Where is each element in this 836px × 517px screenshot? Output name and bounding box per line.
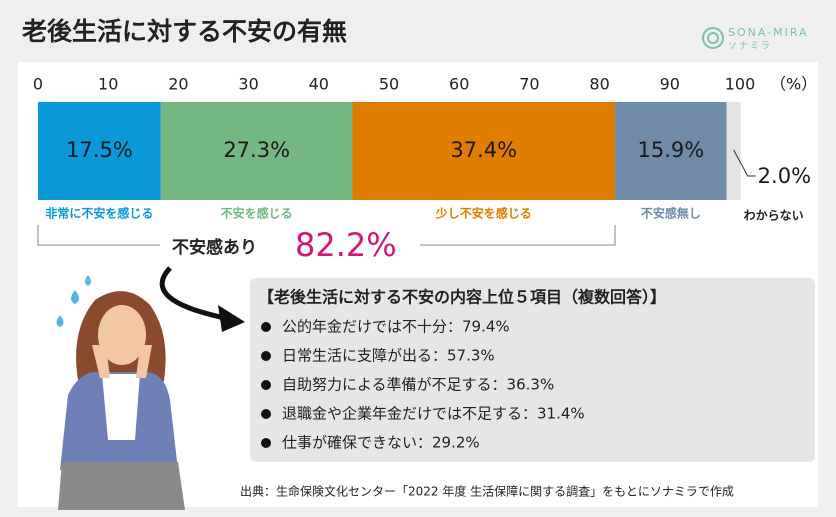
chart-title: 老後生活に対する不安の有無 <box>22 17 347 46</box>
face <box>98 305 146 365</box>
bar-segment <box>352 102 616 200</box>
legend-label: 少し不安を感じる <box>435 206 532 221</box>
value-label: 2.0% <box>758 164 811 188</box>
leader-line <box>733 149 756 177</box>
bullet <box>261 322 271 332</box>
logo: SONA-MIRA ソナミラ <box>702 26 809 52</box>
hand <box>136 345 152 378</box>
sweat-drop <box>56 315 64 327</box>
bullet <box>261 438 271 448</box>
bar-segment <box>38 102 161 200</box>
sweat-drop <box>85 275 91 286</box>
box-title: 【老後生活に対する不安の内容上位５項目（複数回答）】 <box>258 288 666 307</box>
x-tick-label: 80 <box>589 75 609 94</box>
x-axis-label: （%） <box>770 75 817 94</box>
value-label: 15.9% <box>637 138 704 162</box>
bullet <box>261 380 271 390</box>
x-tick-label: 60 <box>449 75 469 94</box>
reason-box <box>250 278 815 462</box>
x-tick-label: 90 <box>660 75 680 94</box>
legend-label: 不安感無し <box>641 206 701 221</box>
x-tick-label: 50 <box>379 75 399 94</box>
legend-label: わからない <box>744 209 804 223</box>
logo-icon <box>707 32 719 44</box>
x-tick-label: 30 <box>238 75 258 94</box>
bar-segment <box>160 102 353 200</box>
x-tick-label: 40 <box>309 75 329 94</box>
box-item: 仕事が確保できない：29.2% <box>282 434 480 452</box>
bullet <box>261 351 271 361</box>
box-item: 公的年金だけでは不十分：79.4% <box>282 318 510 336</box>
sweat-drop <box>71 290 79 304</box>
total-value: 82.2% <box>295 226 397 264</box>
arrow-head <box>218 305 245 332</box>
x-tick-label: 0 <box>33 75 43 94</box>
person-illustration <box>56 275 185 510</box>
hand <box>92 345 110 378</box>
brand: SONA-MIRA <box>728 26 809 39</box>
bar-segment <box>615 102 727 200</box>
box-item: 日常生活に支障が出る：57.3% <box>282 347 495 365</box>
brand-sub: ソナミラ <box>728 41 772 52</box>
legend-label: 非常に不安を感じる <box>45 206 153 221</box>
shirt <box>102 374 140 440</box>
x-tick-label: 10 <box>98 75 118 94</box>
total-label-bg <box>160 230 420 262</box>
x-tick-label: 100 <box>725 75 756 94</box>
logo-icon <box>702 27 724 49</box>
total-label: 不安感あり <box>172 237 257 258</box>
source: 出典：生命保険文化センター「2022 年度 生活保障に関する調査」をもとにソナミ… <box>240 484 734 499</box>
box-item: 退職金や企業年金だけでは不足する：31.4% <box>282 405 585 423</box>
bullet <box>261 409 271 419</box>
value-label: 17.5% <box>66 138 133 162</box>
x-tick-label: 20 <box>168 75 188 94</box>
value-label: 27.3% <box>223 138 290 162</box>
legend-label: 不安を感じる <box>221 206 293 221</box>
value-label: 37.4% <box>450 138 517 162</box>
arrow <box>159 266 226 321</box>
x-tick-label: 70 <box>519 75 539 94</box>
box-item: 自助努力による準備が不足する：36.3% <box>282 376 554 394</box>
skirt <box>58 462 185 510</box>
